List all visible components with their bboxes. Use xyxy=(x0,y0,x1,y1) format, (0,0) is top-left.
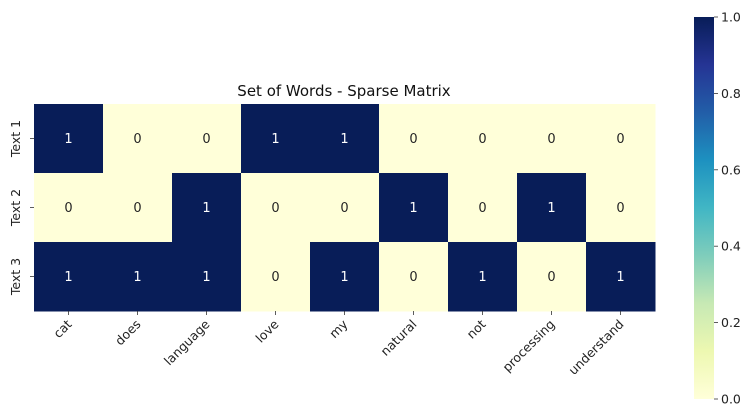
cell-label: 0 xyxy=(340,201,348,216)
heatmap-cell xyxy=(241,104,311,174)
cell-label: 0 xyxy=(616,201,624,216)
cell-label: 1 xyxy=(64,132,72,147)
cell-label: 0 xyxy=(478,132,486,147)
cell-label: 1 xyxy=(202,201,210,216)
heatmap-cell xyxy=(310,104,380,174)
x-tick-label: does xyxy=(112,317,144,349)
cell-label: 0 xyxy=(547,270,555,285)
cell-label: 1 xyxy=(409,201,417,216)
colorbar: 0.0 0.2 0.4 0.6 0.8 1.0 xyxy=(694,10,741,407)
cell-label: 1 xyxy=(340,132,348,147)
heatmap-cell xyxy=(172,242,242,312)
y-tick-label: Text 1 xyxy=(8,120,23,158)
colorbar-tick-label: 0.4 xyxy=(721,239,741,254)
cell-label: 0 xyxy=(409,270,417,285)
cell-label: 0 xyxy=(202,132,210,147)
colorbar-tick-label: 1.0 xyxy=(721,10,741,25)
cell-label: 0 xyxy=(271,201,279,216)
heatmap-cell xyxy=(448,104,518,174)
colorbar-tick-label: 0.2 xyxy=(721,315,741,330)
colorbar-tick-label: 0.6 xyxy=(721,162,741,177)
heatmap-cell xyxy=(379,242,449,312)
heatmap-cell xyxy=(586,242,656,312)
cell-label: 1 xyxy=(616,270,624,285)
heatmap-cell xyxy=(103,173,173,243)
heatmap-cell xyxy=(517,242,587,312)
heatmap-cell xyxy=(34,173,104,243)
x-tick-label: natural xyxy=(377,317,419,359)
cell-label: 1 xyxy=(202,270,210,285)
cell-label: 1 xyxy=(133,270,141,285)
x-tick-label: not xyxy=(464,316,489,341)
heatmap-cells xyxy=(34,104,656,312)
x-tick-label: cat xyxy=(50,316,74,340)
heatmap-cell xyxy=(310,242,380,312)
heatmap-cell xyxy=(448,242,518,312)
cell-label: 0 xyxy=(133,132,141,147)
colorbar-gradient xyxy=(694,17,714,399)
heatmap-cell xyxy=(34,242,104,312)
y-axis-ticks: Text 1 Text 2 Text 3 xyxy=(8,120,34,296)
cell-annotations: 1 0 0 1 1 0 0 0 0 0 0 1 0 0 1 0 1 0 1 1 1 0 1 0 1 0 1 xyxy=(64,132,624,285)
cell-label: 0 xyxy=(478,201,486,216)
heatmap-cell xyxy=(586,104,656,174)
cell-label: 1 xyxy=(478,270,486,285)
x-tick-label: processing xyxy=(499,317,557,375)
heatmap-cell xyxy=(517,104,587,174)
heatmap-cell xyxy=(310,173,380,243)
heatmap-cell xyxy=(241,173,311,243)
x-axis-ticks: cat does language love my natural not processin… xyxy=(50,311,627,378)
heatmap-cell xyxy=(103,104,173,174)
x-tick-label: language xyxy=(161,316,213,368)
colorbar-tick-label: 0.0 xyxy=(721,392,741,407)
cell-label: 0 xyxy=(409,132,417,147)
cell-label: 0 xyxy=(133,201,141,216)
heatmap-cell xyxy=(379,173,449,243)
x-tick-label: understand xyxy=(565,317,626,378)
cell-label: 0 xyxy=(271,270,279,285)
heatmap-cell xyxy=(103,242,173,312)
cell-label: 1 xyxy=(340,270,348,285)
y-tick-label: Text 2 xyxy=(8,189,23,227)
heatmap-cell xyxy=(379,104,449,174)
cell-label: 0 xyxy=(616,132,624,147)
cell-label: 0 xyxy=(547,132,555,147)
heatmap-cell xyxy=(517,173,587,243)
cell-label: 0 xyxy=(64,201,72,216)
heatmap-cell xyxy=(34,104,104,174)
colorbar-tick-label: 0.8 xyxy=(721,86,741,101)
x-tick-label: my xyxy=(326,316,351,341)
cell-label: 1 xyxy=(271,132,279,147)
x-tick-label: love xyxy=(252,316,281,345)
cell-label: 1 xyxy=(547,201,555,216)
colorbar-ticks: 0.0 0.2 0.4 0.6 0.8 1.0 xyxy=(714,10,741,407)
heatmap-cell xyxy=(448,173,518,243)
y-tick-label: Text 3 xyxy=(8,258,23,296)
heatmap-cell xyxy=(241,242,311,312)
cell-label: 1 xyxy=(64,270,72,285)
heatmap-cell xyxy=(172,104,242,174)
heatmap-cell xyxy=(586,173,656,243)
chart-title: Set of Words - Sparse Matrix xyxy=(237,82,451,100)
heatmap-cell xyxy=(172,173,242,243)
